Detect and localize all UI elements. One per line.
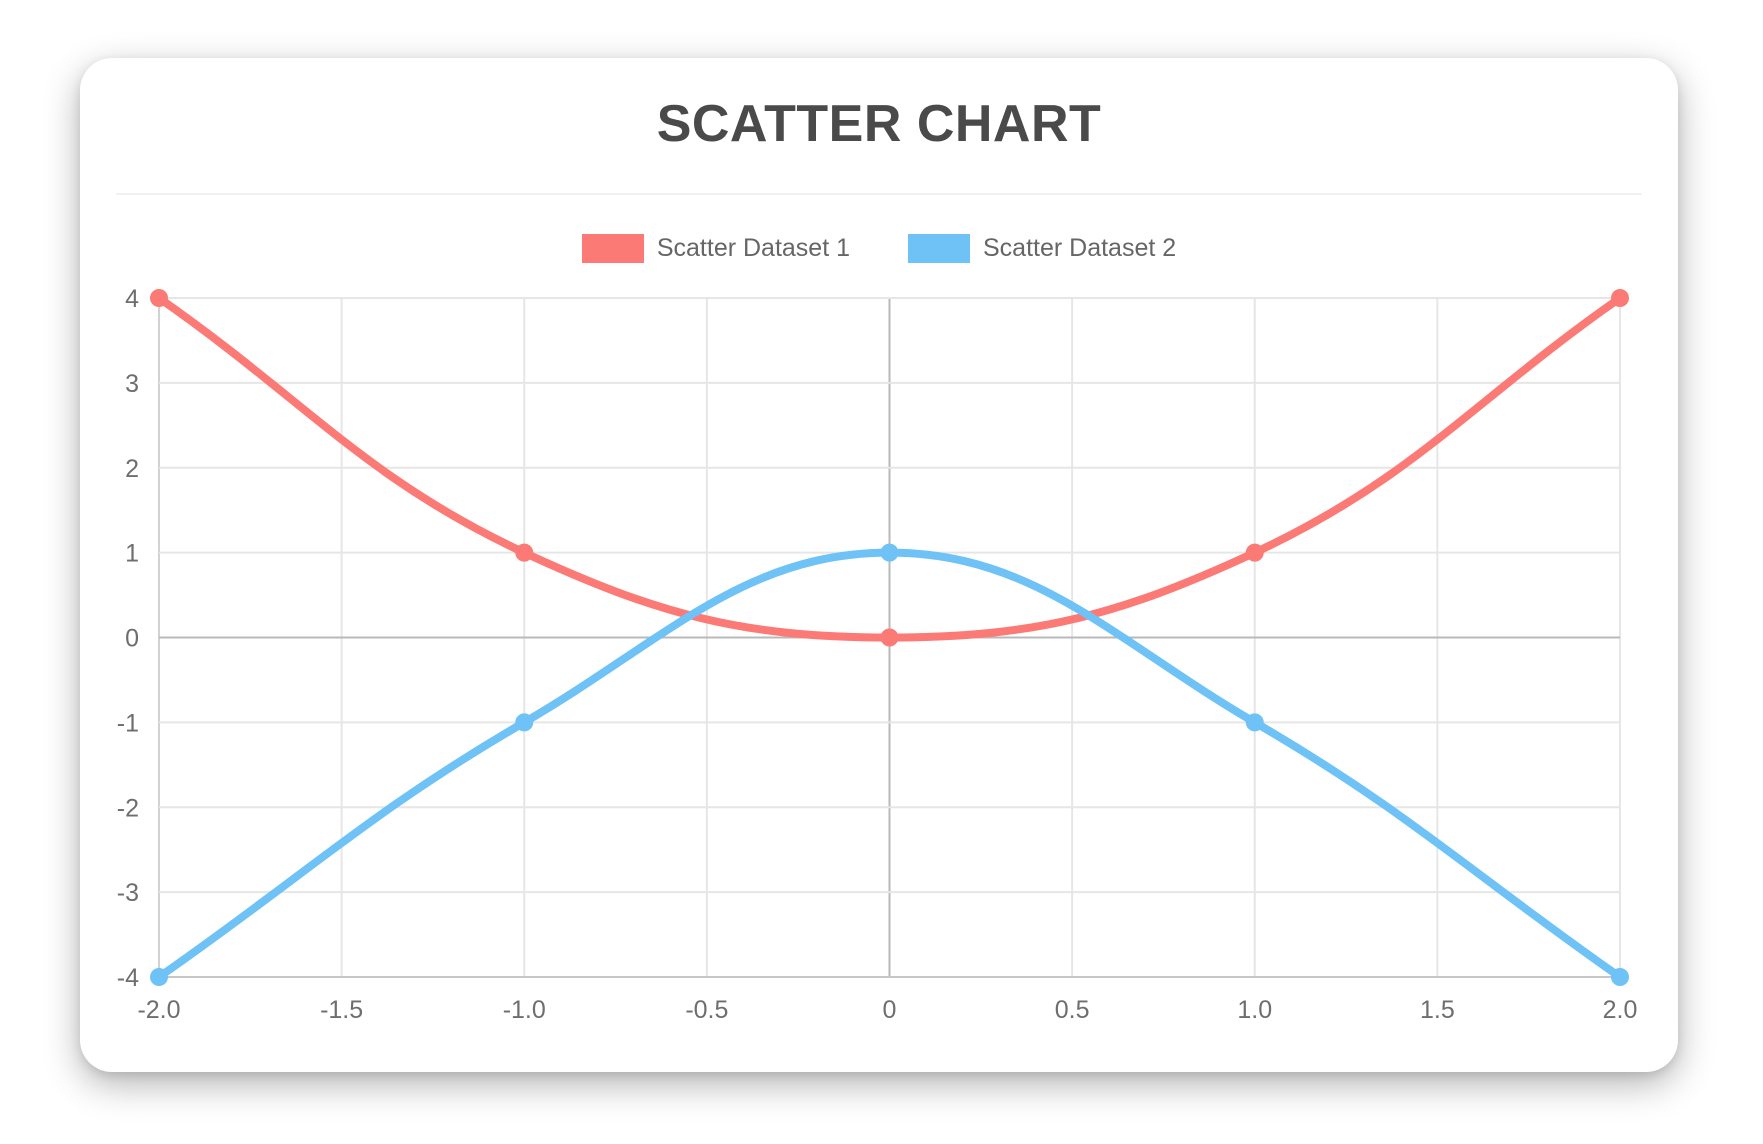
y-tick-label: 2 [125, 455, 139, 483]
title-divider [116, 193, 1642, 195]
y-tick-label: -2 [117, 794, 139, 822]
data-point-series1-2[interactable] [880, 628, 899, 647]
legend-label-1: Scatter Dataset 1 [656, 234, 850, 262]
x-tick-label: -1.5 [320, 996, 363, 1024]
x-tick-label: -2.0 [137, 996, 180, 1024]
chart-title: SCATTER CHART [656, 95, 1102, 153]
y-tick-label: 4 [125, 285, 139, 313]
data-point-series2-3[interactable] [1245, 713, 1264, 732]
data-point-series1-1[interactable] [515, 543, 534, 562]
legend-item-1[interactable]: Scatter Dataset 1 [581, 234, 850, 263]
y-tick-label: 0 [125, 625, 139, 653]
data-point-series2-2[interactable] [880, 543, 899, 562]
scatter-chart-canvas[interactable]: -2.0 -1.5 -1.0 -0.5 0 0.5 1.0 1.5 2.0 4 3 2 1 0 -1 -2 -3… [80, 58, 1678, 1072]
data-point-series1-0[interactable] [150, 289, 168, 307]
legend-swatch-2 [908, 234, 970, 263]
y-tick-label: -4 [117, 964, 139, 992]
chart-legend: Scatter Dataset 1 Scatter Dataset 2 [80, 234, 1678, 263]
legend-swatch-1 [581, 234, 644, 263]
data-point-series2-4[interactable] [1611, 968, 1629, 986]
x-tick-label: 1.0 [1237, 996, 1272, 1024]
data-point-series1-3[interactable] [1245, 543, 1264, 562]
chart-card: SCATTER CHART Scatter Dataset 1 Scatter D… [80, 58, 1678, 1072]
x-tick-label: 0.5 [1055, 996, 1090, 1024]
data-point-series2-1[interactable] [515, 713, 534, 732]
y-tick-label: 3 [125, 370, 139, 398]
x-tick-label: 0 [883, 996, 897, 1024]
y-tick-label: -3 [117, 879, 139, 907]
x-tick-label: 1.5 [1420, 996, 1455, 1024]
legend-item-2[interactable]: Scatter Dataset 2 [908, 234, 1176, 263]
y-tick-label: 1 [125, 540, 139, 568]
data-point-series2-0[interactable] [150, 968, 168, 986]
data-point-series1-4[interactable] [1611, 289, 1629, 307]
legend-label-2: Scatter Dataset 2 [983, 234, 1177, 262]
x-tick-label: -1.0 [503, 996, 546, 1024]
x-tick-label: -0.5 [685, 996, 728, 1024]
y-tick-label: -1 [117, 709, 139, 737]
x-tick-label: 2.0 [1603, 996, 1638, 1024]
